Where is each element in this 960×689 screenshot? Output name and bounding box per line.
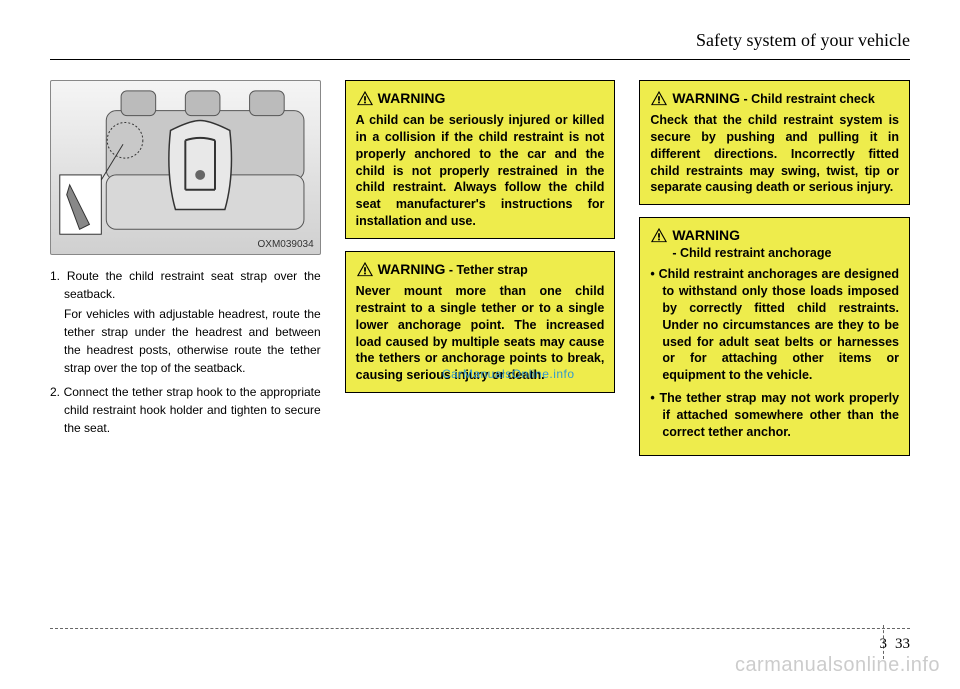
warning-icon — [650, 227, 668, 243]
image-code: OXM039034 — [258, 239, 314, 250]
warning-sublabel: - Tether strap — [445, 263, 527, 277]
warning-icon — [650, 90, 668, 106]
column-2: WARNING A child can be seriously injured… — [345, 80, 616, 456]
page-number-value: 33 — [895, 636, 910, 652]
header-title: Safety system of your vehicle — [696, 30, 910, 50]
content-columns: OXM039034 1. Route the child restraint s… — [50, 80, 910, 456]
warning-label: WARNING — [378, 89, 446, 108]
warning-title: WARNING - Child restraint check — [650, 89, 899, 108]
step-1-main: 1. Route the child restraint seat strap … — [50, 267, 321, 303]
page-header: Safety system of your vehicle — [50, 30, 910, 60]
footer-rule — [50, 628, 910, 629]
bullet-1: • Child restraint anchorages are designe… — [650, 266, 899, 384]
warning-child-restraint-anchorage: WARNING - Child restraint anchorage • Ch… — [639, 217, 910, 456]
seat-svg — [51, 81, 320, 254]
column-3: WARNING - Child restraint check Check th… — [639, 80, 910, 456]
warning-title: WARNING — [356, 89, 605, 108]
manual-page: Safety system of your vehicle — [0, 0, 960, 689]
warning-label: WARNING — [672, 226, 740, 245]
warning-body: Check that the child restraint system is… — [650, 112, 899, 196]
bullet-2: • The tether strap may not work properly… — [650, 390, 899, 441]
warning-sublabel: - Child restraint anchorage — [650, 245, 831, 262]
warning-label: WARNING — [672, 90, 740, 106]
warning-title: WARNING - Child restraint anchorage — [650, 226, 899, 262]
instructions-text: 1. Route the child restraint seat strap … — [50, 267, 321, 437]
page-number: 333 — [880, 636, 911, 653]
warning-label: WARNING — [378, 261, 446, 277]
warning-title: WARNING - Tether strap — [356, 260, 605, 279]
warning-body: • Child restraint anchorages are designe… — [650, 266, 899, 441]
warning-icon — [356, 90, 374, 106]
warning-body: A child can be seriously injured or kill… — [356, 112, 605, 230]
warning-child-restraint-check: WARNING - Child restraint check Check th… — [639, 80, 910, 205]
watermark-link: CarManualsOnline.info — [442, 367, 575, 381]
warning-icon — [356, 261, 374, 277]
column-1: OXM039034 1. Route the child restraint s… — [50, 80, 321, 456]
warning-general: WARNING A child can be seriously injured… — [345, 80, 616, 239]
section-number: 3 — [880, 636, 888, 652]
step-1: 1. Route the child restraint seat strap … — [50, 267, 321, 377]
child-seat-illustration: OXM039034 — [50, 80, 321, 255]
warning-sublabel: - Child restraint check — [740, 92, 875, 106]
step-2: 2. Connect the tether strap hook to the … — [50, 383, 321, 437]
watermark-bottom: carmanualsonline.info — [735, 654, 940, 677]
step-1-sub: For vehicles with adjustable headrest, r… — [50, 305, 321, 377]
